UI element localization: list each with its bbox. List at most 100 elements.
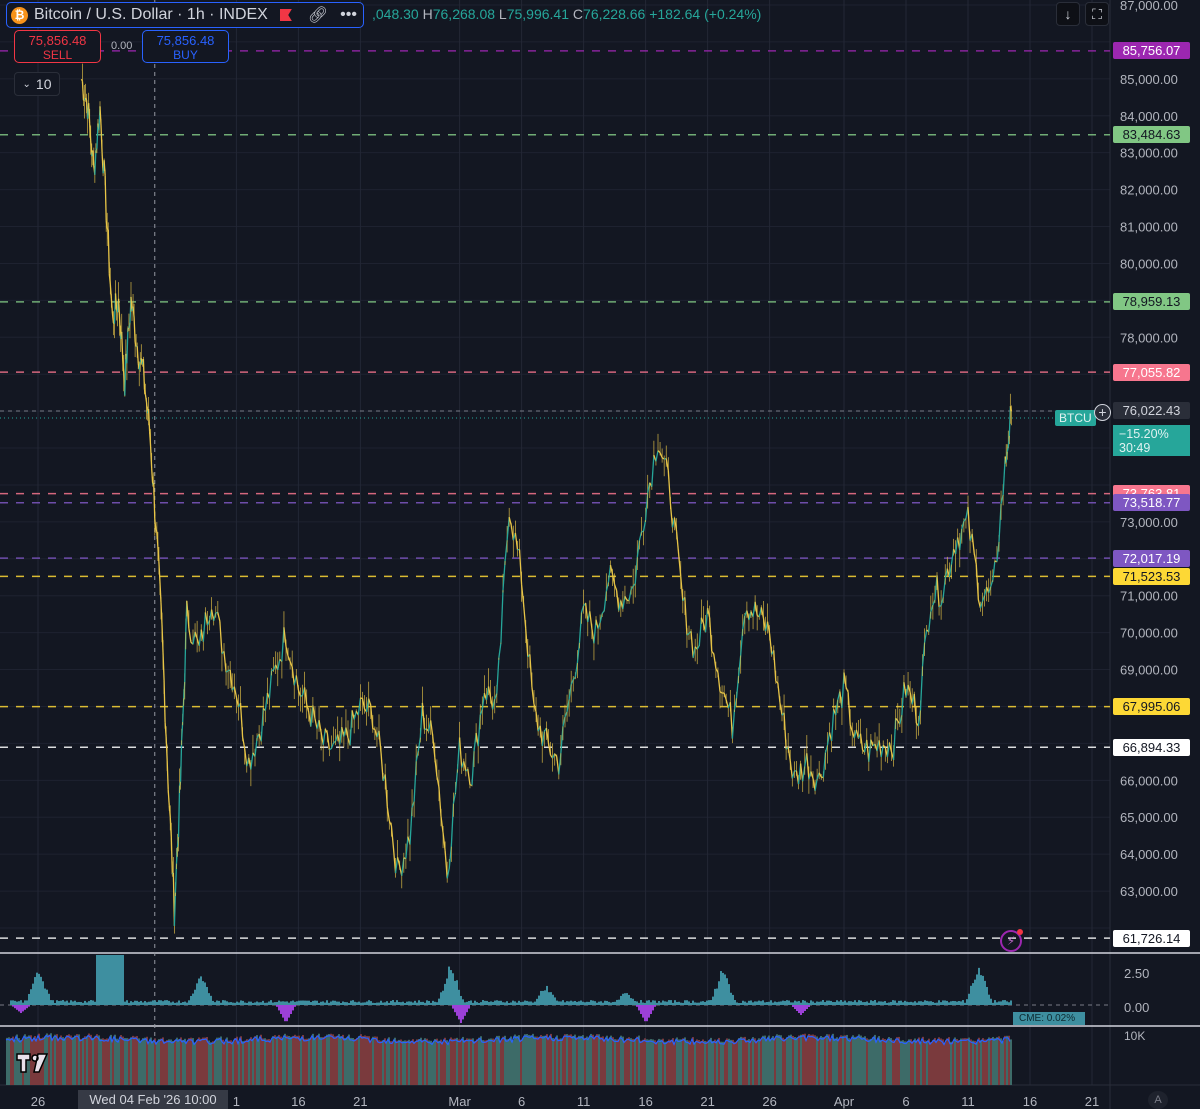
funding-bar <box>982 975 984 1005</box>
funding-bar <box>246 1002 248 1005</box>
volume-bar <box>896 1037 898 1085</box>
funding-bar <box>1010 1000 1012 1005</box>
price-line-label: 83,484.63 <box>1113 126 1190 144</box>
funding-bar <box>556 1000 558 1005</box>
funding-bar <box>422 1001 424 1005</box>
volume-bar <box>966 1038 968 1085</box>
add-alert-icon[interactable]: + <box>1094 404 1111 421</box>
link-icon[interactable]: 🔗︎ <box>307 7 329 24</box>
funding-bar <box>796 1001 798 1005</box>
volume-bar <box>506 1039 508 1085</box>
y-tick-label: 84,000.00 <box>1120 109 1178 124</box>
volume-bar <box>282 1037 284 1085</box>
funding-bar-negative <box>650 1005 652 1014</box>
candle <box>241 736 246 749</box>
funding-bar <box>980 975 982 1005</box>
buy-button[interactable]: 75,856.48 BUY <box>142 30 229 63</box>
funding-bar <box>1008 1002 1010 1005</box>
funding-bar <box>698 1002 700 1005</box>
volume-bar <box>954 1037 956 1085</box>
volume-bar <box>514 1034 516 1085</box>
volume-bar <box>666 1041 668 1085</box>
volume-bar <box>572 1035 574 1085</box>
flag-icon[interactable] <box>279 9 292 21</box>
candle <box>467 769 471 785</box>
fullscreen-button[interactable]: ⛶ <box>1085 2 1109 26</box>
candle <box>1006 446 1009 452</box>
volume-bar <box>448 1042 450 1085</box>
volume-bar <box>892 1039 894 1085</box>
quantity-selector[interactable]: ⌄ 10 <box>14 72 60 96</box>
funding-bar <box>908 1002 910 1005</box>
funding-bar <box>212 1000 214 1005</box>
volume-bar <box>218 1037 220 1085</box>
volume-bar <box>108 1039 110 1085</box>
candle <box>496 657 500 694</box>
y-tick-label: 70,000.00 <box>1120 626 1178 641</box>
volume-bar <box>278 1034 280 1085</box>
volume-bar <box>374 1036 376 1085</box>
funding-bar <box>268 1001 270 1005</box>
funding-bar <box>554 997 556 1005</box>
volume-bar <box>660 1039 662 1085</box>
volume-bar <box>560 1038 562 1085</box>
volume-bar <box>936 1040 938 1085</box>
volume-bar <box>352 1037 354 1085</box>
auto-scale-button[interactable]: A <box>1148 1091 1168 1109</box>
lightning-icon[interactable]: ⚡︎ <box>1000 929 1023 952</box>
volume-bar <box>446 1040 448 1085</box>
volume-bar <box>68 1034 70 1085</box>
scroll-down-icon: ↓ <box>1064 6 1072 22</box>
volume-bar <box>494 1039 496 1085</box>
sell-button[interactable]: 75,856.48 SELL <box>14 30 101 63</box>
funding-bar <box>504 1002 506 1005</box>
funding-bar <box>596 1002 598 1005</box>
funding-bar <box>148 1001 150 1005</box>
volume-bar <box>770 1038 772 1085</box>
volume-bar <box>850 1039 852 1085</box>
funding-bar <box>516 1002 518 1005</box>
volume-bar <box>332 1034 334 1085</box>
volume-bar <box>724 1042 726 1085</box>
more-icon[interactable]: ••• <box>340 6 357 23</box>
funding-bar <box>306 1000 308 1005</box>
volume-bar <box>100 1038 102 1085</box>
funding-bar <box>692 1000 694 1005</box>
funding-bar <box>812 1001 814 1005</box>
funding-bar <box>304 1000 306 1005</box>
funding-bar <box>372 1002 374 1005</box>
funding-bar <box>346 1002 348 1005</box>
volume-bar <box>118 1040 120 1085</box>
funding-bar <box>68 1002 70 1005</box>
funding-bar <box>826 1000 828 1005</box>
spread-value: 0.00 <box>111 40 133 52</box>
volume-bar <box>568 1034 570 1085</box>
volume-bar <box>164 1041 166 1085</box>
funding-bar <box>632 998 634 1005</box>
candle <box>405 836 409 859</box>
funding-bar <box>864 1002 866 1005</box>
volume-bar <box>562 1038 564 1085</box>
symbol-header[interactable]: ₿ Bitcoin / U.S. Dollar · 1h · INDEX 🔗︎ … <box>6 2 364 28</box>
volume-bar <box>766 1038 768 1085</box>
volume-bar <box>880 1039 882 1085</box>
funding-bar <box>364 1002 366 1005</box>
volume-bar <box>460 1039 462 1085</box>
funding-bar <box>928 1001 930 1005</box>
scroll-down-button[interactable]: ↓ <box>1056 2 1080 26</box>
volume-bar <box>702 1039 704 1085</box>
volume-bar <box>468 1038 470 1085</box>
funding-bar <box>502 1002 504 1005</box>
price-line-label: 85,756.07 <box>1113 42 1190 60</box>
volume-bar <box>1010 1039 1012 1085</box>
candle <box>498 642 502 658</box>
volume-bar <box>452 1038 454 1085</box>
funding-bar-negative <box>638 1005 640 1011</box>
funding-bar <box>966 999 968 1005</box>
volume-bar <box>362 1036 364 1085</box>
volume-bar <box>856 1036 858 1085</box>
funding-bar <box>830 1000 832 1005</box>
cme-funding-label: CME: 0.02% <box>1013 1012 1085 1025</box>
funding-bar <box>828 1000 830 1005</box>
